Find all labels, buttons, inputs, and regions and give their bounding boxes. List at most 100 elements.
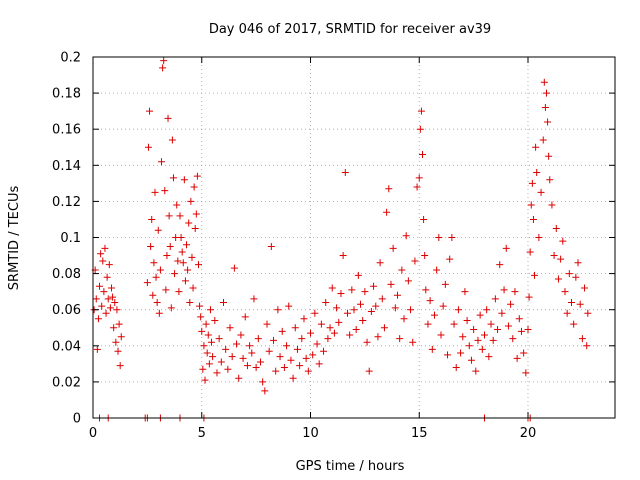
data-point [112, 338, 120, 346]
data-point [474, 336, 482, 344]
data-point [337, 289, 345, 297]
data-point [357, 300, 365, 308]
data-point [487, 320, 495, 328]
data-point [101, 244, 109, 252]
data-point [467, 356, 475, 364]
y-tick-label: 0.1 [60, 231, 81, 246]
data-point [496, 261, 504, 269]
data-point [283, 342, 291, 350]
data-point [272, 367, 280, 375]
data-point [315, 360, 323, 368]
data-point [226, 324, 234, 332]
data-point [363, 338, 371, 346]
data-point [117, 333, 125, 341]
data-point [115, 320, 123, 328]
data-point [398, 266, 406, 274]
data-point [293, 345, 301, 353]
data-point [367, 308, 375, 316]
data-point [540, 78, 548, 86]
data-point [190, 183, 198, 191]
data-point [235, 374, 243, 382]
data-point [162, 286, 170, 294]
data-point [205, 360, 213, 368]
y-tick-label: 0 [73, 412, 81, 427]
data-point [149, 291, 157, 299]
data-point [105, 261, 113, 269]
data-point [276, 353, 284, 361]
data-point [559, 237, 567, 245]
data-point [324, 335, 332, 343]
data-point [532, 143, 540, 151]
data-point [515, 315, 523, 323]
data-point [450, 320, 458, 328]
data-point [378, 295, 386, 303]
data-points [90, 57, 592, 422]
data-point [359, 317, 367, 325]
data-point [187, 197, 195, 205]
data-point [511, 288, 519, 296]
x-tick-label: 5 [198, 426, 206, 441]
data-point [525, 293, 533, 301]
data-point [217, 358, 225, 366]
y-tick-label: 0.14 [52, 159, 81, 174]
y-tick-label: 0.16 [52, 123, 81, 138]
data-point [203, 349, 211, 357]
data-point [507, 300, 515, 308]
data-point [200, 342, 208, 350]
data-point [158, 158, 166, 166]
data-point [517, 327, 525, 335]
data-point [143, 279, 151, 287]
data-point [287, 356, 295, 364]
data-point [180, 176, 188, 184]
y-tick-label: 0.2 [60, 51, 81, 66]
data-point [548, 201, 556, 209]
data-point [107, 284, 115, 292]
x-axis-label: GPS time / hours [296, 459, 405, 474]
data-point [416, 125, 424, 133]
data-point [191, 224, 199, 232]
data-point [241, 313, 249, 321]
data-point [346, 331, 354, 339]
data-point [330, 329, 338, 337]
data-point [206, 306, 214, 314]
data-point [581, 284, 589, 292]
data-point [197, 313, 205, 321]
y-tick-label: 0.04 [52, 339, 81, 354]
data-point [389, 244, 397, 252]
y-axis-label: SRMTID / TECUs [7, 186, 22, 291]
data-point [169, 174, 177, 182]
data-point [92, 295, 100, 303]
data-point [385, 185, 393, 193]
data-point [256, 358, 264, 366]
data-point [174, 257, 182, 265]
data-point [213, 369, 221, 377]
data-point [151, 188, 159, 196]
data-point [333, 304, 341, 312]
data-point [261, 387, 269, 395]
data-point [185, 219, 193, 227]
data-point [463, 317, 471, 325]
data-point [433, 266, 441, 274]
data-point [302, 354, 310, 362]
data-point [526, 248, 534, 256]
data-point [428, 345, 436, 353]
data-point [361, 288, 369, 296]
data-point [561, 288, 569, 296]
data-point [208, 338, 216, 346]
data-point [576, 300, 584, 308]
data-point [215, 335, 223, 343]
data-point [422, 286, 430, 294]
data-point [417, 107, 425, 115]
data-point [419, 150, 427, 158]
data-point [147, 243, 155, 251]
data-point [289, 374, 297, 382]
data-point [461, 288, 469, 296]
data-point [350, 306, 358, 314]
data-point [454, 306, 462, 314]
data-point [243, 362, 251, 370]
data-point [194, 261, 202, 269]
data-point [437, 331, 445, 339]
data-point [193, 172, 201, 180]
x-tick-label: 20 [520, 426, 537, 441]
data-point [470, 326, 478, 334]
